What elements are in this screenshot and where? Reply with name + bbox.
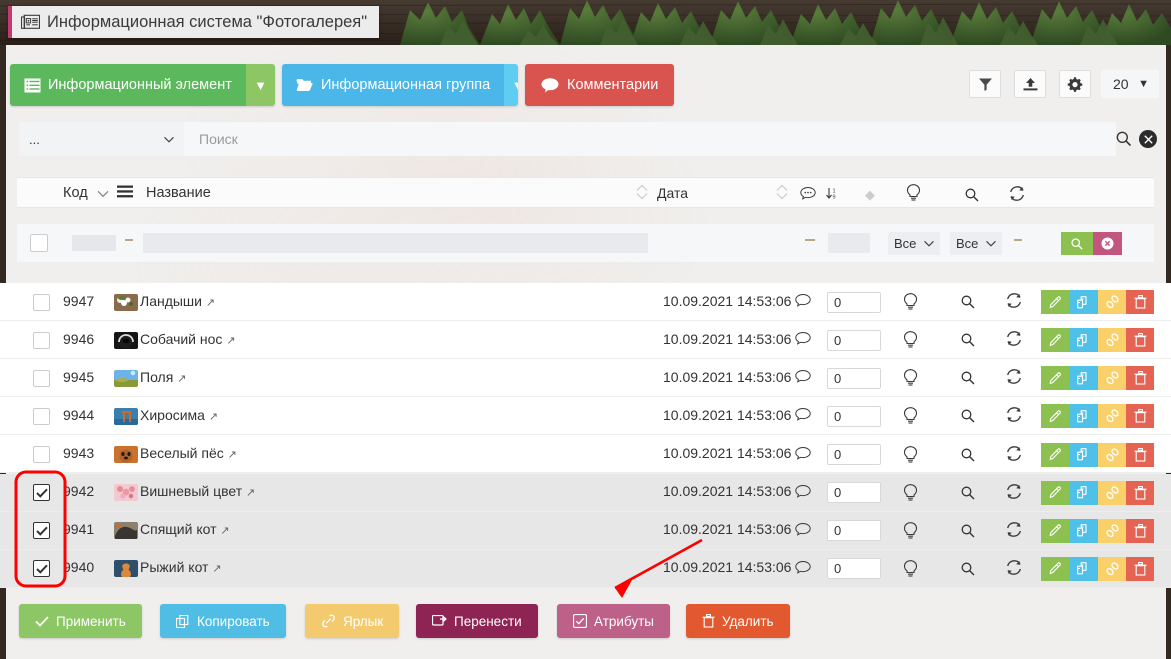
svg-text:9: 9: [833, 195, 836, 201]
